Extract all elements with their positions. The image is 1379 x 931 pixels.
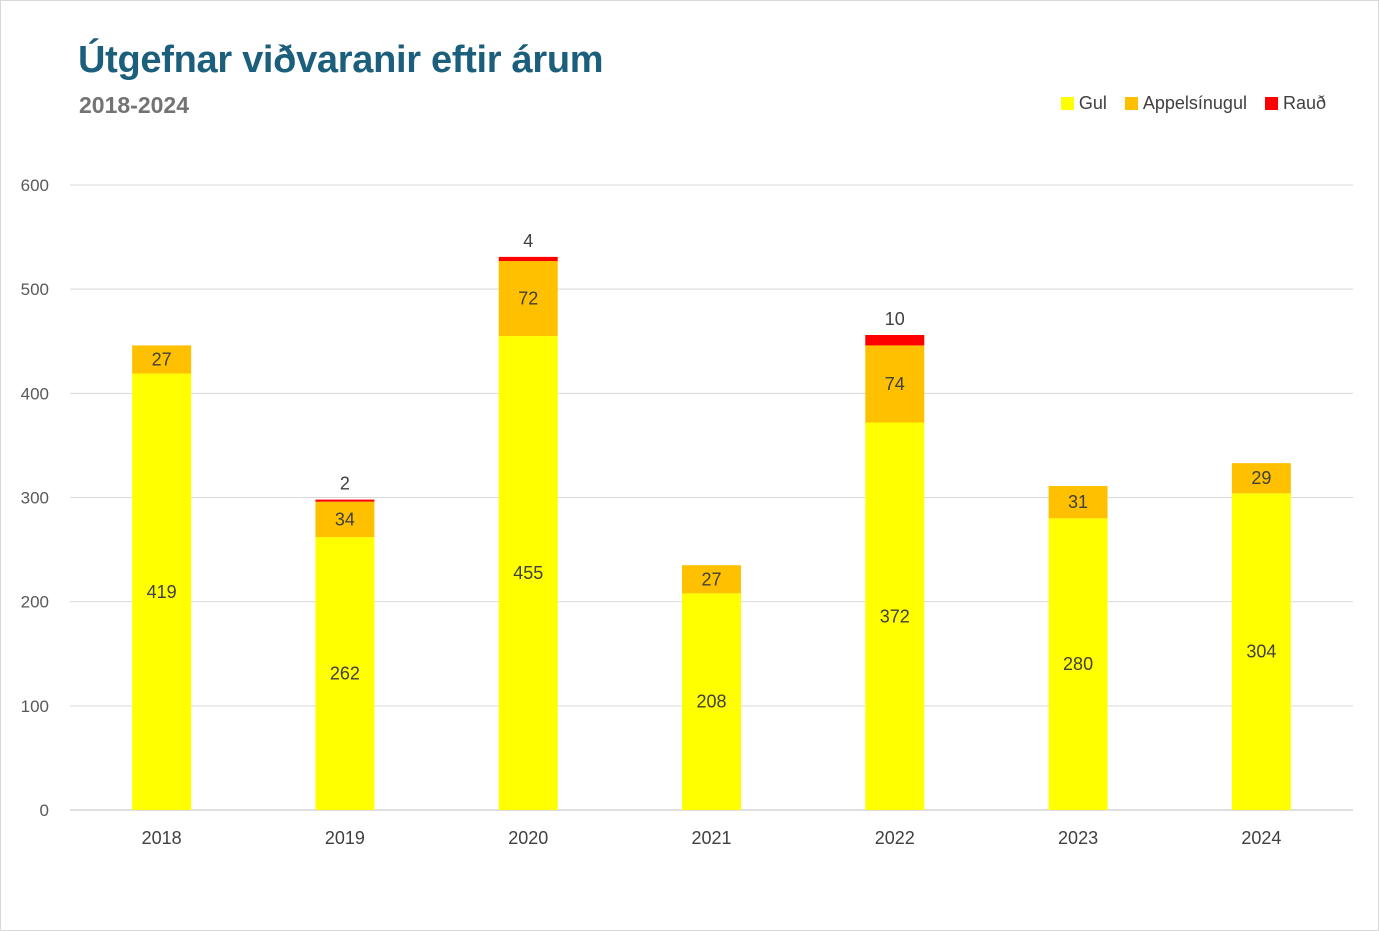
legend-label-appelsinugul: Appelsínugul <box>1142 93 1247 113</box>
x-tick-label-2023: 2023 <box>1058 828 1098 848</box>
legend-swatch-raud <box>1264 97 1278 110</box>
chart-title: Útgefnar viðvaranir eftir árum <box>78 39 604 81</box>
x-tick-label-2018: 2018 <box>142 828 182 848</box>
legend-swatch-gul <box>1060 97 1074 110</box>
data-label-rauð-2019: 2 <box>340 474 350 494</box>
data-label-gul-2021: 208 <box>696 692 726 712</box>
data-label-appelsínugul-2024: 29 <box>1251 468 1271 488</box>
bar-gul-2022 <box>865 422 925 810</box>
bar-appelsínugul-2019 <box>315 501 375 538</box>
data-label-appelsínugul-2018: 27 <box>152 349 172 369</box>
data-label-appelsínugul-2019: 34 <box>335 509 355 529</box>
bar-gul-2018 <box>132 373 192 810</box>
y-tick-label-400: 400 <box>21 384 49 403</box>
data-label-rauð-2022: 10 <box>885 309 905 329</box>
data-label-gul-2019: 262 <box>330 664 360 684</box>
y-tick-label-0: 0 <box>40 801 49 820</box>
data-label-appelsínugul-2022: 74 <box>885 374 905 394</box>
data-label-rauð-2020: 4 <box>523 231 533 251</box>
data-label-appelsínugul-2021: 27 <box>701 569 721 589</box>
y-tick-label-200: 200 <box>21 593 49 612</box>
bar-gul-2020 <box>498 336 558 810</box>
chart-subtitle: 2018-2024 <box>79 92 189 118</box>
x-tick-label-2021: 2021 <box>691 828 731 848</box>
bar-appelsínugul-2024 <box>1231 463 1291 494</box>
legend-item-gul: Gul <box>1060 93 1107 114</box>
x-tick-label-2019: 2019 <box>325 828 365 848</box>
legend-item-appelsinugul: Appelsínugul <box>1124 93 1247 114</box>
y-tick-label-600: 600 <box>21 176 49 195</box>
x-tick-label-2022: 2022 <box>875 828 915 848</box>
data-label-gul-2022: 372 <box>880 606 910 626</box>
bar-gul-2024 <box>1231 493 1291 810</box>
x-tick-label-2024: 2024 <box>1241 828 1281 848</box>
bar-rauð-2020 <box>498 256 558 262</box>
y-tick-label-300: 300 <box>21 489 49 508</box>
bar-rauð-2019 <box>315 499 375 502</box>
bar-appelsínugul-2021 <box>682 565 741 594</box>
bar-appelsínugul-2022 <box>865 345 925 423</box>
x-tick-label-2020: 2020 <box>508 828 548 848</box>
y-tick-label-100: 100 <box>21 697 49 716</box>
legend-label-gul: Gul <box>1078 93 1107 113</box>
bar-gul-2019 <box>315 537 375 810</box>
chart-legend: Gul Appelsínugul Rauð <box>1043 93 1326 114</box>
bar-gul-2021 <box>682 593 741 810</box>
y-tick-label-500: 500 <box>21 280 49 299</box>
data-label-gul-2023: 280 <box>1063 654 1093 674</box>
bar-appelsínugul-2020 <box>498 261 558 337</box>
data-label-gul-2024: 304 <box>1246 642 1276 662</box>
data-label-gul-2018: 419 <box>147 582 177 602</box>
bar-gul-2023 <box>1048 518 1108 810</box>
data-label-appelsínugul-2020: 72 <box>518 289 538 309</box>
data-label-gul-2020: 455 <box>513 563 543 583</box>
legend-label-raud: Rauð <box>1282 93 1326 113</box>
legend-swatch-appelsinugul <box>1124 97 1138 110</box>
legend-item-raud: Rauð <box>1264 93 1326 114</box>
data-label-appelsínugul-2023: 31 <box>1068 492 1088 512</box>
bar-rauð-2022 <box>865 335 925 346</box>
bar-appelsínugul-2018 <box>132 345 192 374</box>
bar-appelsínugul-2023 <box>1048 486 1108 519</box>
